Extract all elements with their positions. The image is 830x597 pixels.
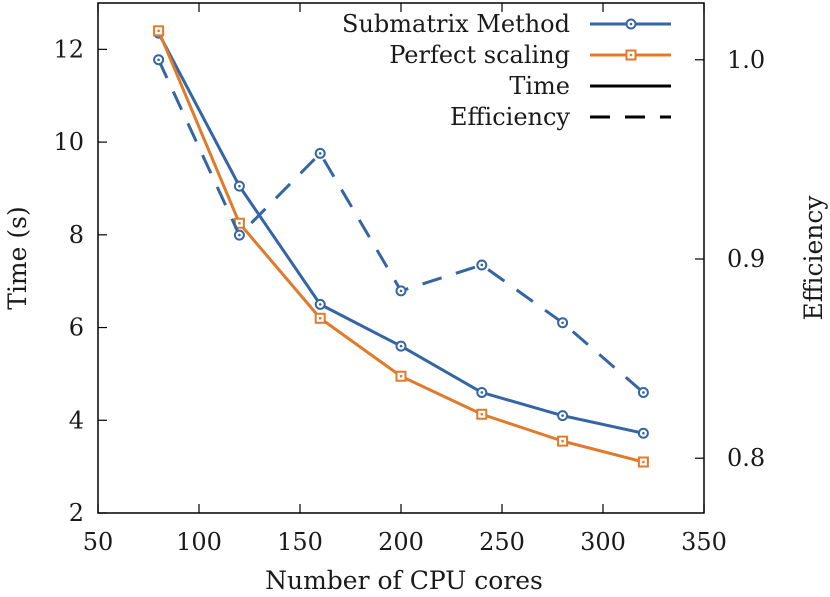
legend-label: Efficiency (450, 103, 570, 131)
data-point-efficiency-submatrix-method-center (480, 263, 484, 267)
data-point-time-perfect-scaling-center (561, 439, 564, 443)
series-time-perfect-scaling (153, 25, 649, 468)
data-point-efficiency-submatrix-method-center (561, 321, 564, 325)
x-tick-label: 300 (580, 528, 626, 556)
data-point-time-submatrix-method-center (399, 344, 403, 348)
y-tick-label: 6 (69, 314, 84, 342)
x-tick-label: 50 (83, 528, 114, 556)
data-point-time-submatrix-method-center (480, 391, 484, 394)
data-point-time-submatrix-method-center (318, 303, 322, 306)
y-tick-label: 12 (53, 35, 84, 63)
x-tick-label: 200 (378, 528, 424, 556)
legend-label: Time (509, 72, 570, 100)
y-tick-label: 8 (69, 221, 84, 249)
x-axis-title: Number of CPU cores (265, 566, 543, 595)
legend-label: Perfect scaling (389, 41, 570, 69)
data-point-efficiency-submatrix-method-center (157, 58, 160, 62)
x-axis: 50 100 150 200 250 300 350 (83, 3, 727, 556)
y-tick-label: 2 (69, 499, 84, 527)
x-tick-label: 100 (176, 528, 222, 556)
x-tick-label: 250 (479, 528, 525, 556)
y-axis-left: 2 4 6 8 10 12 (53, 35, 107, 527)
y-axis-title: Time (s) (3, 206, 32, 309)
data-point-time-submatrix-method-center (238, 184, 241, 188)
data-point-time-perfect-scaling-center (319, 317, 322, 320)
x-tick-label: 150 (277, 528, 323, 556)
y2-tick-label: 1.0 (727, 46, 765, 74)
y2-tick-label: 0.9 (727, 245, 765, 273)
data-point-time-perfect-scaling-center (642, 460, 645, 464)
data-point-time-perfect-scaling-center (480, 413, 483, 416)
y-tick-label: 10 (53, 128, 84, 156)
y-axis-right: 0.8 0.9 1.0 (695, 46, 765, 472)
y-tick-label: 4 (69, 406, 84, 434)
data-point-efficiency-submatrix-method-center (318, 152, 322, 155)
data-point-efficiency-submatrix-method-center (642, 391, 645, 394)
y2-tick-label: 0.8 (727, 444, 765, 472)
data-point-efficiency-submatrix-method-center (238, 233, 241, 237)
plot-frame (97, 2, 705, 514)
legend: Submatrix Method Perfect scaling Time Effic… (342, 10, 671, 131)
legend-label: Submatrix Method (342, 10, 570, 38)
data-point-efficiency-submatrix-method-center (399, 289, 403, 293)
legend-marker-center (629, 22, 633, 26)
data-point-time-submatrix-method-center (561, 414, 564, 417)
data-point-time-perfect-scaling-center (399, 375, 403, 378)
x-tick-label: 350 (681, 528, 727, 556)
data-point-time-perfect-scaling-center (238, 222, 241, 225)
data-point-time-perfect-scaling-center (157, 29, 160, 33)
y2-axis-title: Efficiency (799, 195, 828, 321)
data-point-time-submatrix-method-center (642, 431, 645, 435)
series-line-time-perfect-scaling (157, 30, 644, 464)
legend-marker-center (629, 53, 633, 57)
series-layer (153, 25, 649, 468)
series-efficiency-submatrix-method (153, 54, 649, 398)
